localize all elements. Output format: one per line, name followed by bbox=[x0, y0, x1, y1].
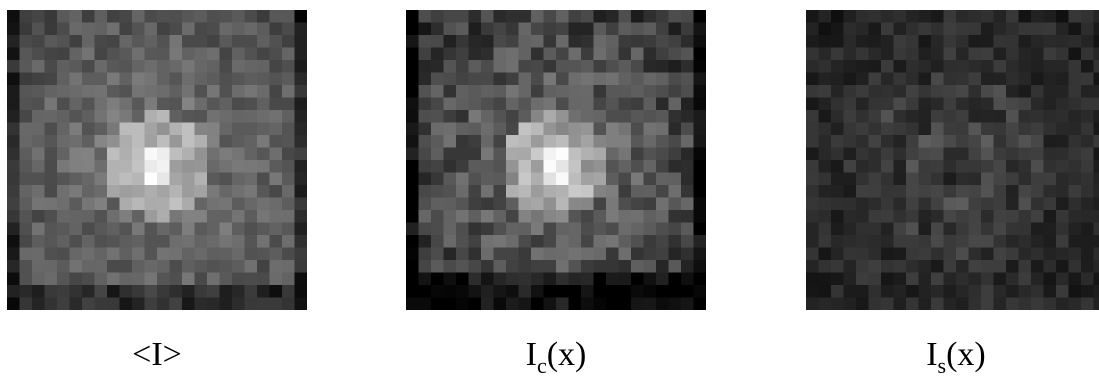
caption-incoherent-tail: (x) bbox=[946, 336, 986, 373]
caption-coherent-subscript: c bbox=[536, 353, 547, 378]
caption-mean-intensity: <I> bbox=[7, 336, 307, 374]
caption-incoherent-subscript: s bbox=[937, 353, 947, 378]
caption-mean-intensity-text: <I> bbox=[132, 336, 182, 373]
mean-intensity-image bbox=[7, 10, 307, 310]
caption-coherent-base: I bbox=[525, 336, 537, 373]
caption-incoherent-base: I bbox=[926, 336, 938, 373]
coherent-intensity-pixel-map bbox=[406, 10, 706, 310]
incoherent-intensity-pixel-map bbox=[806, 10, 1099, 310]
coherent-intensity-image bbox=[406, 10, 706, 310]
caption-incoherent-intensity: Is(x) bbox=[806, 336, 1099, 377]
caption-coherent-intensity: Ic(x) bbox=[406, 336, 706, 377]
mean-intensity-pixel-map bbox=[7, 10, 307, 310]
caption-coherent-tail: (x) bbox=[546, 336, 587, 373]
incoherent-intensity-image bbox=[806, 10, 1099, 310]
